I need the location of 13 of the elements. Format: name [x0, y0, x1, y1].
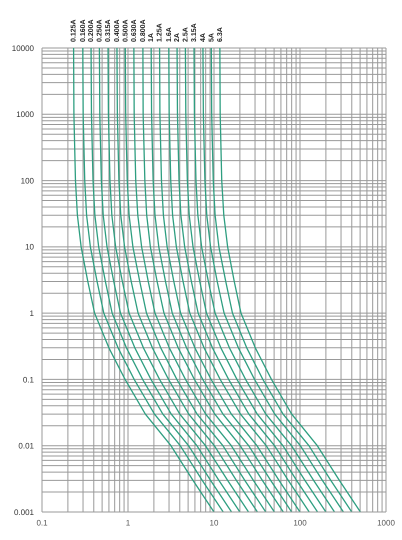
x-tick-label: 100	[293, 518, 308, 528]
y-tick-label: 1	[30, 308, 35, 318]
y-tick-label: 100	[20, 176, 35, 186]
y-tick-label: 0.01	[18, 442, 35, 451]
y-tick-label: 10000	[12, 44, 35, 53]
x-tick-label: 1000	[377, 518, 396, 528]
x-tick-label: 1	[126, 518, 131, 528]
x-tick-label: 0.1	[36, 518, 48, 528]
x-tick-label: 10	[210, 518, 219, 528]
y-tick-label: 0.1	[22, 375, 35, 384]
y-tick-label: 0.001	[14, 508, 35, 517]
y-tick-label: 1000	[16, 110, 35, 120]
y-tick-label: 10	[25, 242, 35, 252]
